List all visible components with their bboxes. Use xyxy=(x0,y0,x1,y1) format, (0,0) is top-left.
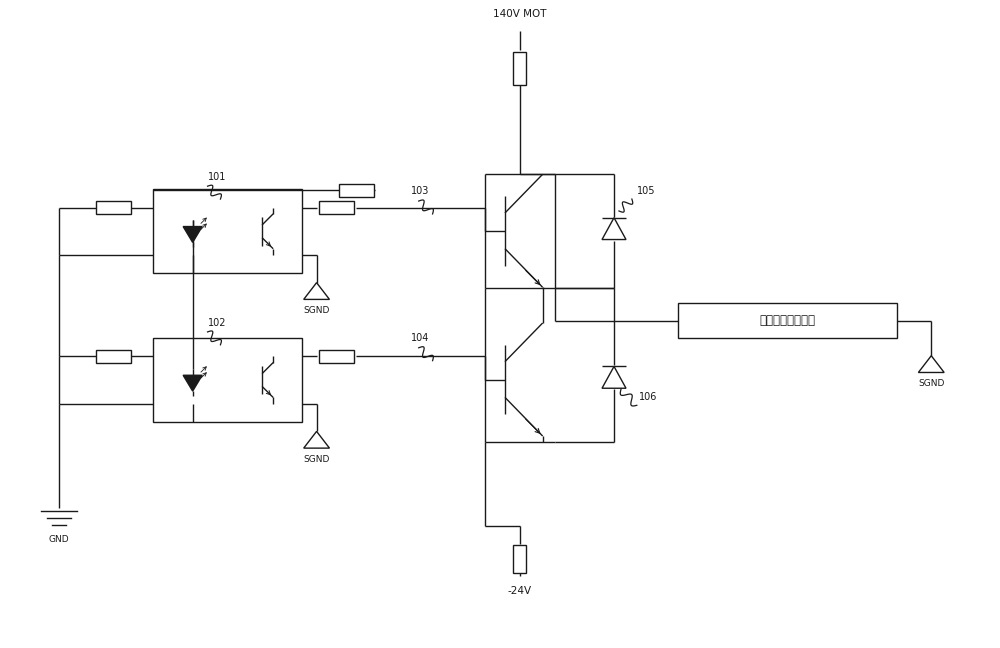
Bar xyxy=(153,189,302,273)
Text: SGND: SGND xyxy=(303,455,330,464)
Bar xyxy=(513,52,526,85)
Text: SGND: SGND xyxy=(303,307,330,316)
Polygon shape xyxy=(602,366,626,388)
Polygon shape xyxy=(304,283,329,299)
Text: 104: 104 xyxy=(411,333,429,343)
Bar xyxy=(319,202,354,214)
Bar xyxy=(339,184,374,196)
Text: 140V MOT: 140V MOT xyxy=(493,8,547,19)
Text: 106: 106 xyxy=(639,393,657,402)
Polygon shape xyxy=(918,356,944,373)
Polygon shape xyxy=(183,227,202,242)
Polygon shape xyxy=(183,375,202,391)
Text: SGND: SGND xyxy=(918,380,944,388)
Bar xyxy=(96,202,131,214)
Text: 压电陶瓷位移模块: 压电陶瓷位移模块 xyxy=(760,314,816,327)
Polygon shape xyxy=(304,432,329,448)
Polygon shape xyxy=(602,218,626,240)
Bar xyxy=(513,545,526,573)
Text: 103: 103 xyxy=(411,186,429,196)
Bar xyxy=(319,350,354,363)
Text: GND: GND xyxy=(49,535,69,544)
Bar xyxy=(96,350,131,363)
Text: -24V: -24V xyxy=(508,586,532,596)
Text: 102: 102 xyxy=(208,318,226,328)
Bar xyxy=(153,338,302,422)
Text: 105: 105 xyxy=(637,186,655,196)
Bar xyxy=(678,303,897,338)
Text: 101: 101 xyxy=(208,172,226,182)
